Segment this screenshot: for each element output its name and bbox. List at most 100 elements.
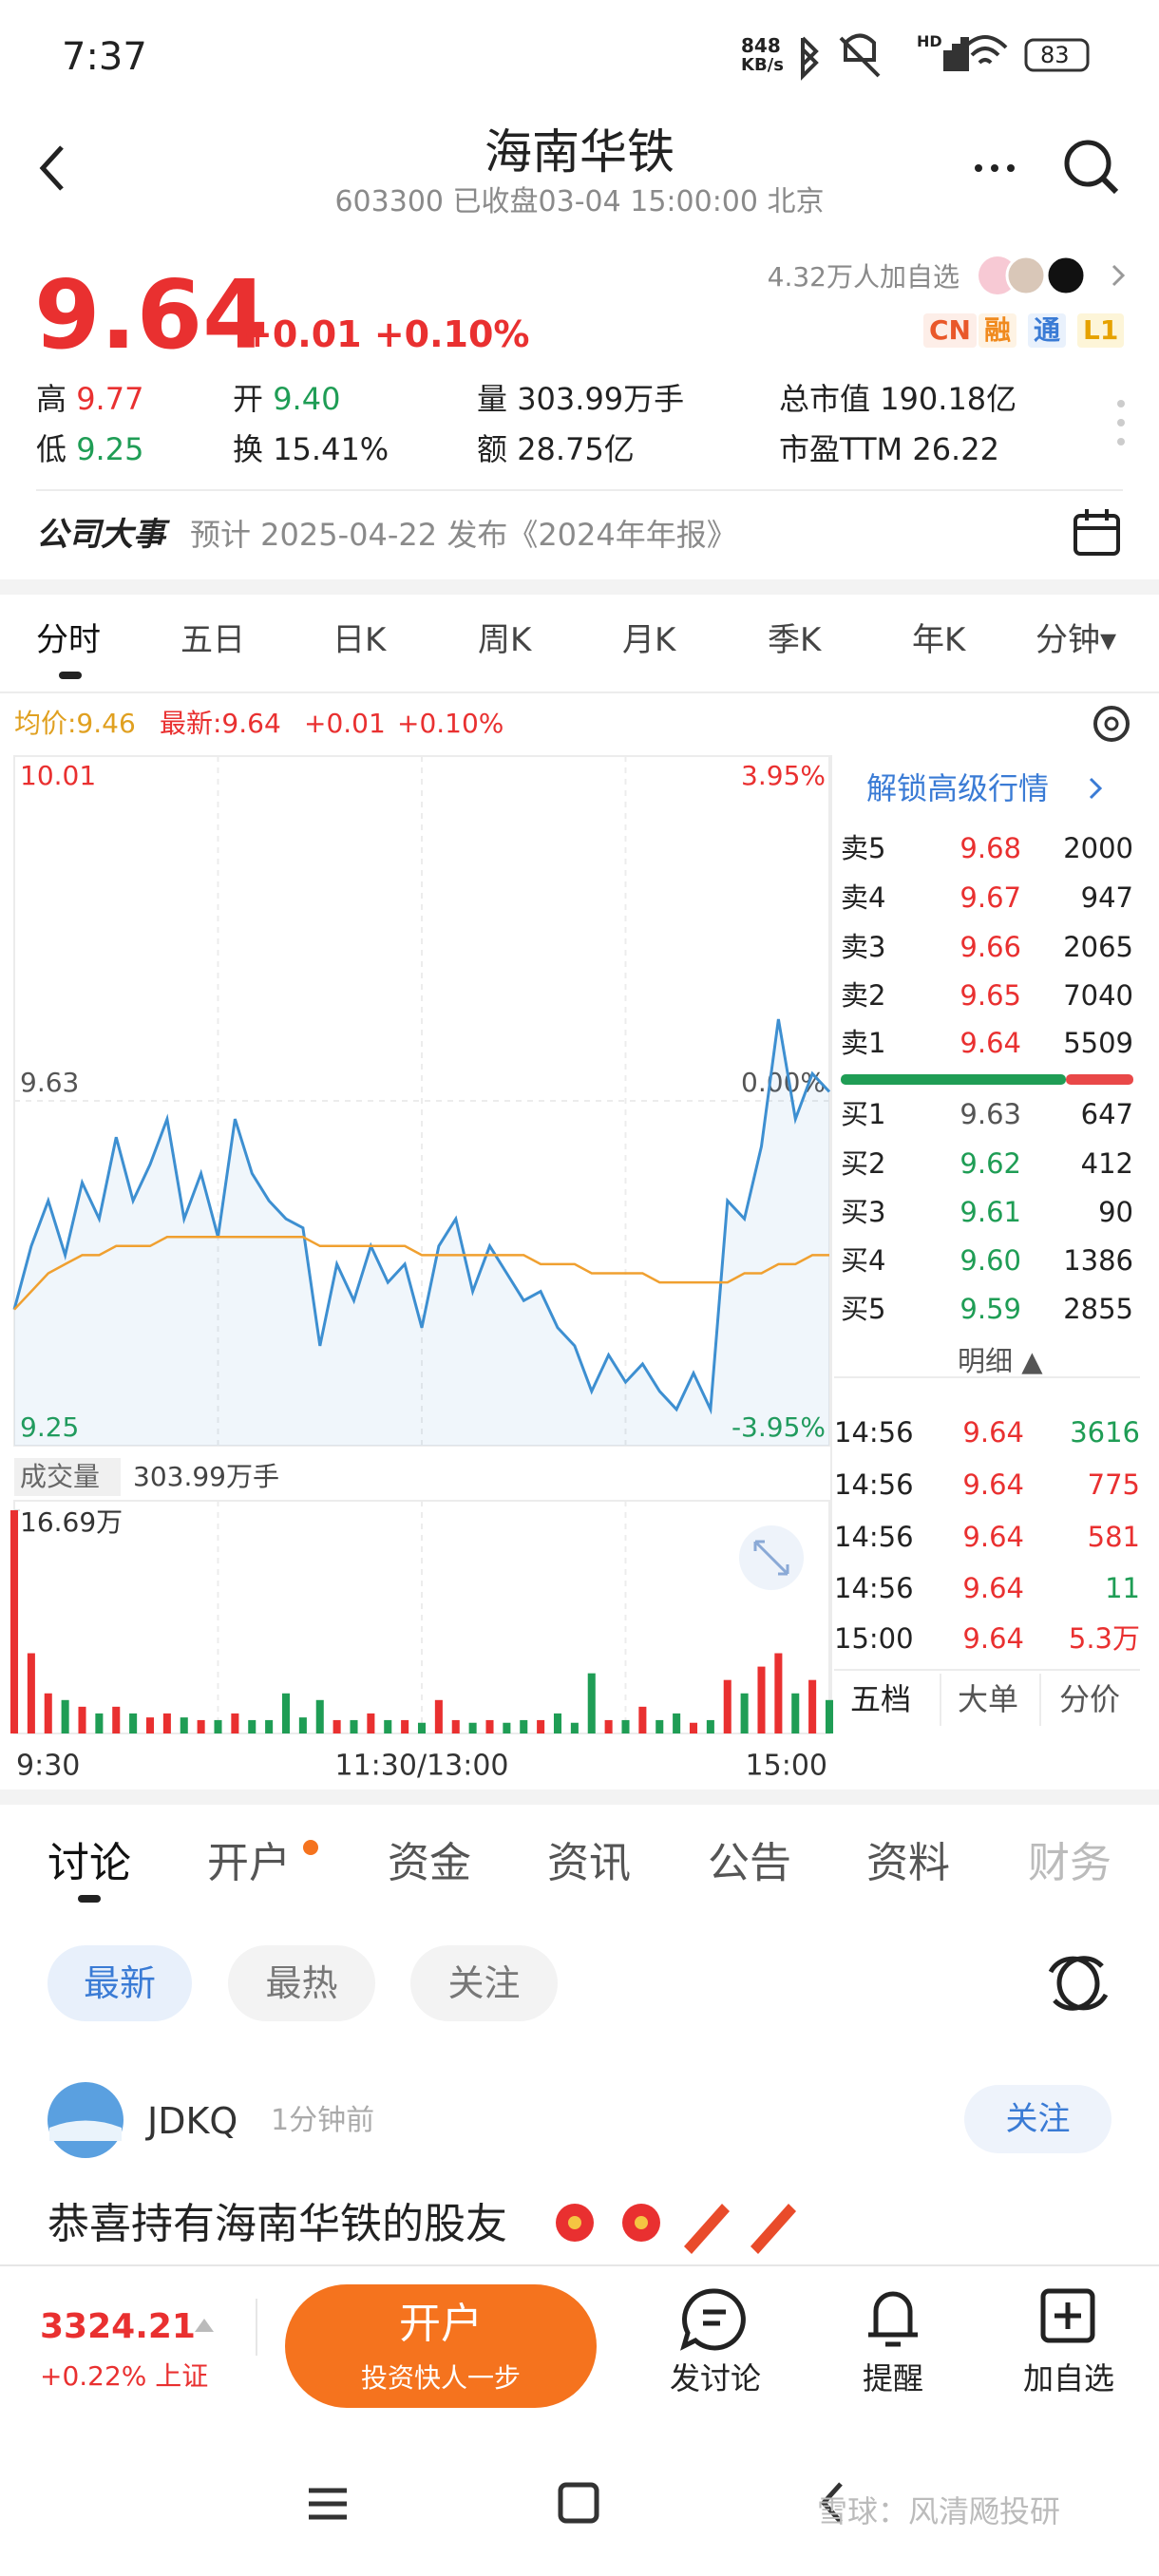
battery-level: 83 xyxy=(1040,42,1070,68)
stock-status: 603300 已收盘03-04 15:00:00 北京 xyxy=(334,185,825,218)
filter-chip[interactable]: 关注 xyxy=(410,1945,558,2021)
stat-value: 190.18亿 xyxy=(880,381,1017,417)
open-account-label: 开户 xyxy=(399,2300,483,2348)
action-label[interactable]: 加自选 xyxy=(1022,2360,1114,2396)
ask-price: 9.68 xyxy=(960,832,1021,864)
bell-icon[interactable] xyxy=(868,2291,918,2347)
open-account-button[interactable] xyxy=(285,2284,597,2408)
chart-tab[interactable]: 日K xyxy=(332,621,387,659)
tab-indicator xyxy=(78,1895,101,1903)
refresh-icon[interactable] xyxy=(1048,1956,1109,2011)
trade-volume: 581 xyxy=(1087,1521,1140,1553)
index-change: +0.22% 上证 xyxy=(40,2360,209,2392)
chart-tab[interactable]: 周K xyxy=(478,621,532,659)
feed-tab[interactable]: 资讯 xyxy=(547,1839,631,1887)
volume-bar xyxy=(180,1717,188,1733)
follow-button[interactable]: 关注 xyxy=(964,2085,1112,2153)
trade-time: 14:56 xyxy=(834,1521,914,1553)
home-button[interactable] xyxy=(558,2482,599,2524)
more-icon[interactable] xyxy=(975,164,982,172)
calendar-icon[interactable] xyxy=(1074,514,1120,556)
ask-price: 9.64 xyxy=(960,1027,1021,1059)
volume-bar xyxy=(485,1719,494,1733)
add-icon xyxy=(1054,2302,1081,2329)
settings-icon[interactable] xyxy=(1093,706,1130,742)
volume-bar xyxy=(656,1719,664,1733)
stat-value: 28.75亿 xyxy=(517,431,635,467)
menu-button[interactable] xyxy=(309,2488,347,2520)
action-label[interactable]: 发讨论 xyxy=(669,2360,761,2396)
search-icon[interactable] xyxy=(1064,140,1112,187)
chart-tab[interactable]: 年K xyxy=(912,621,966,659)
stat: 额 28.75亿 xyxy=(477,434,635,464)
back-button[interactable] xyxy=(820,2482,843,2524)
feed-tab[interactable]: 财务 xyxy=(1028,1839,1112,1887)
avatar xyxy=(1045,255,1087,296)
x-tick-label: 15:00 xyxy=(746,1750,827,1783)
ask-label: 卖2 xyxy=(841,979,886,1012)
volume-bar xyxy=(401,1719,409,1733)
volume-bar xyxy=(553,1713,562,1733)
stat-value: 15.41% xyxy=(273,431,390,467)
post-text[interactable]: 恭喜持有海南华铁的股友 xyxy=(48,2200,507,2248)
feed-tab[interactable]: 开户 xyxy=(207,1839,291,1887)
add-icon[interactable] xyxy=(1040,2288,1095,2343)
battery-icon xyxy=(1024,38,1090,72)
avatar xyxy=(1005,255,1047,296)
volume-bar xyxy=(95,1713,104,1733)
comment-icon[interactable] xyxy=(680,2288,746,2351)
chart-tab[interactable]: 分时 xyxy=(36,621,101,659)
book-tab[interactable]: 五档 xyxy=(850,1681,912,1717)
feed-tab[interactable]: 公告 xyxy=(708,1839,791,1887)
back-icon[interactable] xyxy=(39,145,64,191)
chart-tab[interactable]: 五日 xyxy=(180,621,245,659)
tag: 融 xyxy=(978,313,1017,348)
user-name[interactable]: JDKQ xyxy=(147,2100,238,2142)
chevron[interactable] xyxy=(1112,264,1126,287)
tag: L1 xyxy=(1077,313,1125,348)
bid-label: 买4 xyxy=(841,1244,886,1277)
filter-chip[interactable]: 最新 xyxy=(48,1945,192,2021)
feed-tab[interactable]: 讨论 xyxy=(48,1839,131,1887)
rocket-emoji xyxy=(684,2204,730,2254)
latest-price: 最新:9.64 xyxy=(160,708,281,739)
followers[interactable]: 4.32万人加自选 xyxy=(767,261,960,293)
unlock-link[interactable]: 解锁高级行情 xyxy=(866,770,1050,806)
chart-tab[interactable]: 分钟▾ xyxy=(1036,621,1117,659)
stat-label: 低 xyxy=(36,431,67,467)
action-label[interactable]: 提醒 xyxy=(862,2360,923,2396)
filter-chip[interactable]: 最热 xyxy=(228,1945,375,2021)
stat: 量 303.99万手 xyxy=(477,384,684,414)
book-tab[interactable]: 分价 xyxy=(1059,1681,1121,1717)
volume-bar xyxy=(350,1719,358,1733)
events-text[interactable]: 预计 2025-04-22 发布《2024年年报》 xyxy=(190,517,737,553)
y-tick-label: 16.69万 xyxy=(20,1506,123,1538)
trade-volume: 775 xyxy=(1087,1468,1140,1501)
chart-tab[interactable]: 月K xyxy=(622,621,676,659)
dot xyxy=(1117,438,1125,445)
detail-toggle[interactable]: 明细 ▲ xyxy=(958,1345,1043,1377)
volume-bar xyxy=(332,1719,341,1733)
feed-tab[interactable]: 资金 xyxy=(388,1839,471,1887)
ask-label: 卖1 xyxy=(841,1027,886,1059)
settings-icon xyxy=(1104,716,1119,731)
volume-title: 成交量 xyxy=(20,1461,100,1492)
volume-bar xyxy=(808,1679,817,1733)
volume-bar xyxy=(265,1719,274,1733)
latest-change: +0.01 xyxy=(304,708,386,739)
volume-bar xyxy=(162,1713,171,1733)
stat-label: 总市值 xyxy=(779,381,871,417)
chart-tab[interactable]: 季K xyxy=(768,621,822,659)
latest-pct: +0.10% xyxy=(397,708,504,739)
stat: 市盈TTM 26.22 xyxy=(779,434,999,464)
y2-tick-label: 3.95% xyxy=(741,760,826,791)
feed-tab[interactable]: 资料 xyxy=(866,1839,950,1887)
user-avatar[interactable] xyxy=(48,2082,124,2158)
trade-price: 9.64 xyxy=(962,1521,1024,1553)
volume-bar xyxy=(214,1719,222,1733)
events-label: 公司大事 xyxy=(36,516,165,554)
user-avatar xyxy=(49,2120,122,2141)
ask-price: 9.65 xyxy=(960,979,1021,1012)
volume-bar xyxy=(570,1722,579,1733)
book-tab[interactable]: 大单 xyxy=(958,1681,1019,1717)
